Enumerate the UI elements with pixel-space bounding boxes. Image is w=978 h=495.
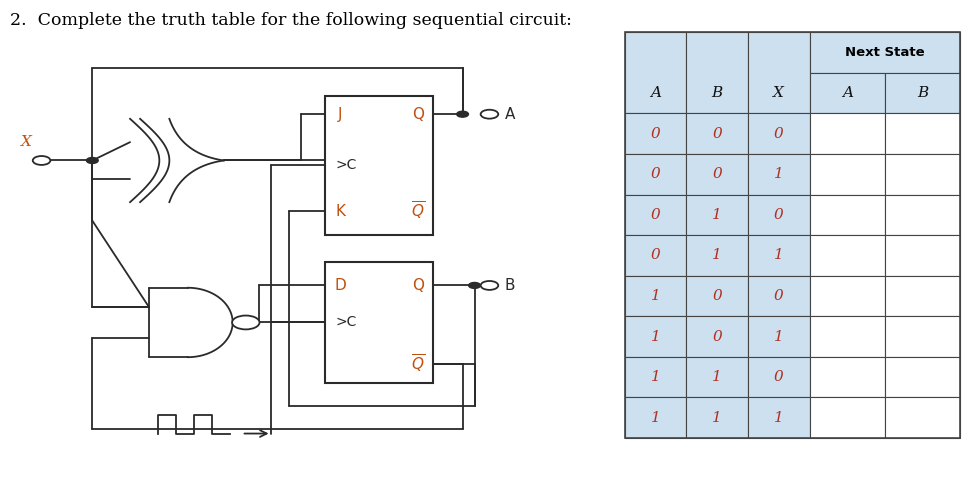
Text: 0: 0 xyxy=(650,127,659,141)
Bar xyxy=(809,357,884,397)
Bar xyxy=(686,397,747,438)
Text: 1: 1 xyxy=(712,411,721,425)
Text: K: K xyxy=(334,204,345,219)
Text: B: B xyxy=(711,86,722,100)
Bar xyxy=(884,235,959,276)
Text: 1: 1 xyxy=(712,370,721,384)
Text: B: B xyxy=(504,278,514,293)
Text: $\overline{Q}$: $\overline{Q}$ xyxy=(411,200,424,222)
Bar xyxy=(747,32,809,113)
Bar xyxy=(809,316,884,357)
Bar xyxy=(809,195,884,235)
Bar xyxy=(884,73,959,113)
Circle shape xyxy=(480,110,498,119)
Bar xyxy=(747,357,809,397)
Text: 1: 1 xyxy=(712,248,721,262)
Text: 1: 1 xyxy=(650,370,659,384)
Bar xyxy=(686,235,747,276)
Text: D: D xyxy=(333,278,345,293)
Circle shape xyxy=(32,156,50,165)
Bar xyxy=(686,32,747,113)
Bar xyxy=(624,316,686,357)
Bar xyxy=(624,195,686,235)
Bar xyxy=(624,276,686,316)
Bar xyxy=(686,154,747,195)
Bar xyxy=(809,235,884,276)
Bar xyxy=(686,316,747,357)
Text: >C: >C xyxy=(335,158,356,172)
Bar xyxy=(809,32,959,73)
Bar xyxy=(624,154,686,195)
Text: 0: 0 xyxy=(712,289,721,303)
Bar xyxy=(884,195,959,235)
Text: A: A xyxy=(649,86,660,100)
Text: 1: 1 xyxy=(774,411,782,425)
Text: 0: 0 xyxy=(712,127,721,141)
Bar xyxy=(884,154,959,195)
Bar xyxy=(624,357,686,397)
Circle shape xyxy=(456,111,468,117)
Text: 2.  Complete the truth table for the following sequential circuit:: 2. Complete the truth table for the foll… xyxy=(10,12,571,29)
Text: 0: 0 xyxy=(774,289,782,303)
Bar xyxy=(884,316,959,357)
Bar xyxy=(747,154,809,195)
Text: 1: 1 xyxy=(774,330,782,344)
Bar xyxy=(809,113,884,154)
Text: $\overline{Q}$: $\overline{Q}$ xyxy=(411,353,424,375)
Text: Q: Q xyxy=(412,107,423,122)
Bar xyxy=(809,276,884,316)
Bar xyxy=(809,397,884,438)
Bar xyxy=(325,262,432,383)
Text: Q: Q xyxy=(412,278,423,293)
Text: A: A xyxy=(504,107,514,122)
Text: 1: 1 xyxy=(650,289,659,303)
Text: 0: 0 xyxy=(712,167,721,181)
Text: J: J xyxy=(337,107,342,122)
Text: 0: 0 xyxy=(712,330,721,344)
Circle shape xyxy=(232,315,259,329)
Text: 1: 1 xyxy=(650,330,659,344)
Bar xyxy=(686,357,747,397)
Bar xyxy=(686,113,747,154)
Text: 0: 0 xyxy=(650,248,659,262)
Bar xyxy=(624,32,959,438)
Bar xyxy=(747,276,809,316)
Bar xyxy=(809,154,884,195)
Text: 0: 0 xyxy=(774,127,782,141)
Text: 0: 0 xyxy=(774,208,782,222)
Bar xyxy=(884,397,959,438)
Bar xyxy=(686,195,747,235)
Bar xyxy=(884,357,959,397)
Circle shape xyxy=(468,283,480,289)
Text: A: A xyxy=(841,86,852,100)
Text: X: X xyxy=(22,135,32,149)
Bar xyxy=(884,113,959,154)
Text: 0: 0 xyxy=(650,167,659,181)
Bar xyxy=(884,276,959,316)
Text: Next State: Next State xyxy=(844,46,924,59)
Text: 1: 1 xyxy=(650,411,659,425)
Text: 1: 1 xyxy=(774,167,782,181)
Bar xyxy=(624,32,686,113)
Circle shape xyxy=(480,281,498,290)
Text: 0: 0 xyxy=(650,208,659,222)
Bar xyxy=(747,316,809,357)
Text: 1: 1 xyxy=(712,208,721,222)
Bar xyxy=(325,96,432,235)
Circle shape xyxy=(86,157,98,163)
Bar xyxy=(747,113,809,154)
Bar xyxy=(747,397,809,438)
Bar xyxy=(809,73,884,113)
Bar xyxy=(747,235,809,276)
Text: >C: >C xyxy=(335,315,356,330)
Bar xyxy=(624,397,686,438)
Bar xyxy=(624,235,686,276)
Text: B: B xyxy=(916,86,927,100)
Bar xyxy=(747,195,809,235)
Bar xyxy=(624,113,686,154)
Text: 1: 1 xyxy=(774,248,782,262)
Text: X: X xyxy=(773,86,783,100)
Bar xyxy=(686,276,747,316)
Text: 0: 0 xyxy=(774,370,782,384)
